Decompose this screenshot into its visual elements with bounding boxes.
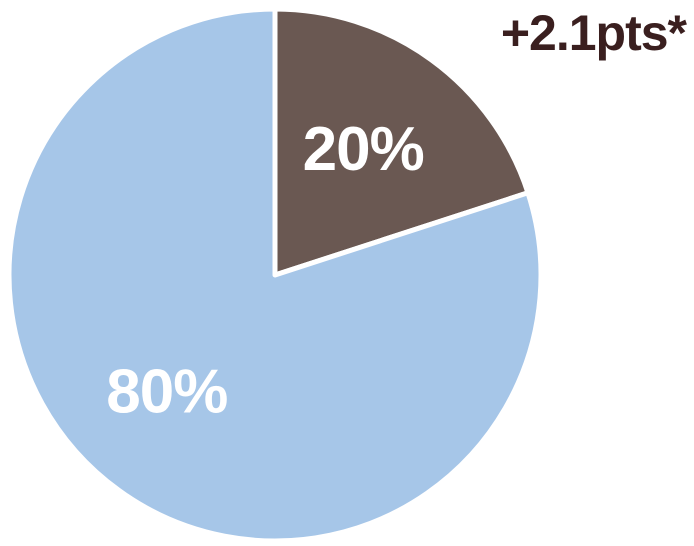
pie-slice-labels: 20% 80%: [106, 115, 424, 427]
pie-slice-20: [272, 6, 531, 278]
change-annotation: +2.1pts*: [500, 5, 687, 61]
pie-slice-label-80: 80%: [106, 358, 227, 427]
pie-slices: [6, 6, 544, 544]
pie-slice-label-20: 20%: [303, 115, 424, 184]
pie-slice-80: [6, 6, 544, 544]
